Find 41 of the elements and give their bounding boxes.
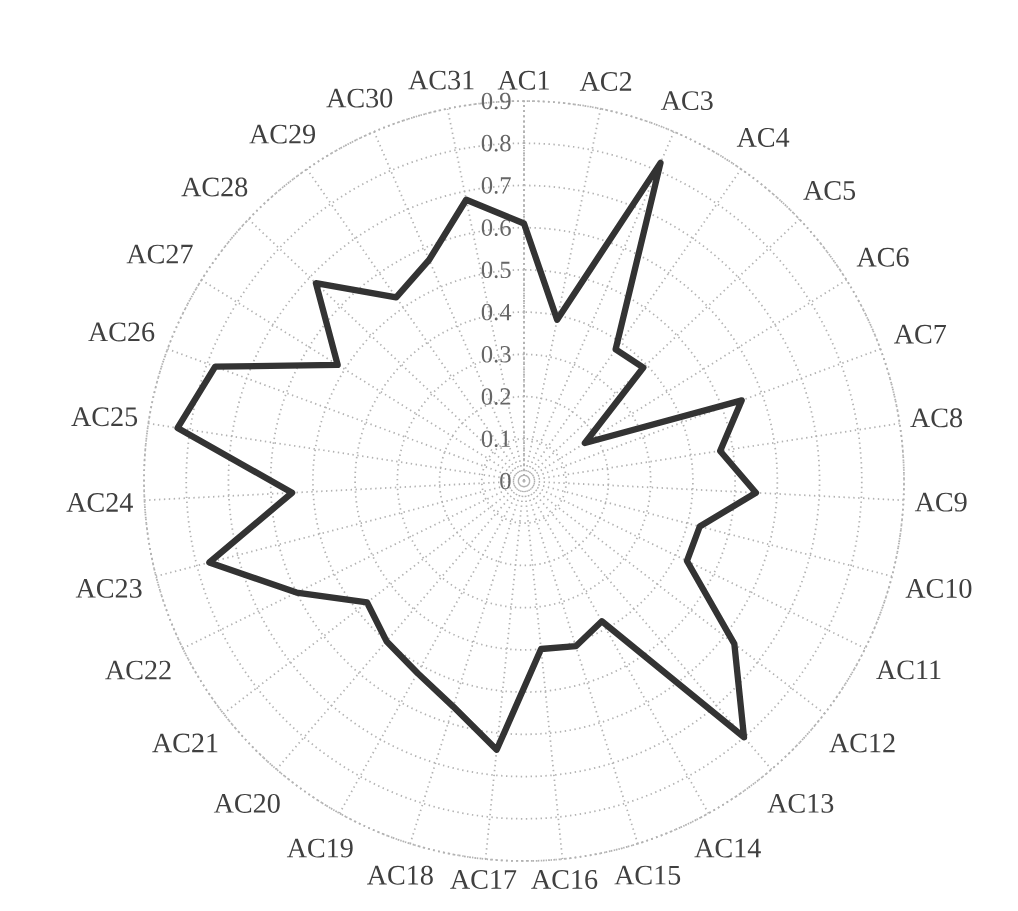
spoke-label: AC2 bbox=[579, 72, 632, 91]
y-tick-label: 0.4 bbox=[481, 303, 512, 321]
spoke-label: AC26 bbox=[88, 322, 155, 342]
spoke-label: AC20 bbox=[213, 793, 280, 813]
spoke-label: AC9 bbox=[914, 492, 967, 512]
spoke-label: AC1 bbox=[497, 70, 549, 90]
spoke-label: AC27 bbox=[126, 244, 193, 264]
spoke-label: AC22 bbox=[105, 660, 171, 680]
spoke-label: AC16 bbox=[531, 870, 598, 889]
spoke-label: AC19 bbox=[286, 838, 353, 858]
spoke-label: AC4 bbox=[736, 128, 790, 147]
spoke-label: AC3 bbox=[660, 91, 713, 111]
spoke-label: AC6 bbox=[856, 247, 909, 267]
y-tick-label: 0 bbox=[500, 472, 511, 490]
spoke-label: AC5 bbox=[803, 181, 856, 200]
spoke-label: AC18 bbox=[367, 865, 433, 885]
spoke-label: AC23 bbox=[75, 578, 142, 598]
spoke-label: AC25 bbox=[71, 407, 138, 427]
spoke-label: AC14 bbox=[694, 838, 761, 858]
spoke-label: AC12 bbox=[829, 733, 895, 753]
spoke-label: AC11 bbox=[876, 660, 941, 680]
spoke-label: AC29 bbox=[249, 124, 316, 144]
spoke-label: AC28 bbox=[181, 177, 248, 197]
spoke-label: AC24 bbox=[66, 493, 133, 512]
y-tick-label: 0.2 bbox=[481, 388, 511, 405]
spoke-label: AC17 bbox=[450, 870, 517, 889]
y-tick-label: 0.8 bbox=[481, 134, 511, 152]
spoke-label: AC13 bbox=[767, 793, 834, 813]
y-tick-label: 0.1 bbox=[481, 430, 511, 448]
spoke-label: AC21 bbox=[152, 733, 218, 753]
spoke-label: AC15 bbox=[614, 865, 681, 885]
y-tick-label: 0.7 bbox=[481, 177, 511, 194]
y-tick-label: 0.9 bbox=[481, 92, 511, 110]
y-tick-label: 0.6 bbox=[481, 219, 511, 237]
spoke-label: AC8 bbox=[910, 408, 963, 428]
spoke-label: AC10 bbox=[905, 578, 972, 598]
y-tick-label: 0.3 bbox=[481, 345, 511, 363]
spoke-label: AC7 bbox=[894, 324, 947, 344]
spoke-label: AC31 bbox=[408, 70, 474, 90]
spoke-label: AC30 bbox=[326, 88, 393, 108]
y-tick-label: 0.5 bbox=[481, 261, 511, 279]
